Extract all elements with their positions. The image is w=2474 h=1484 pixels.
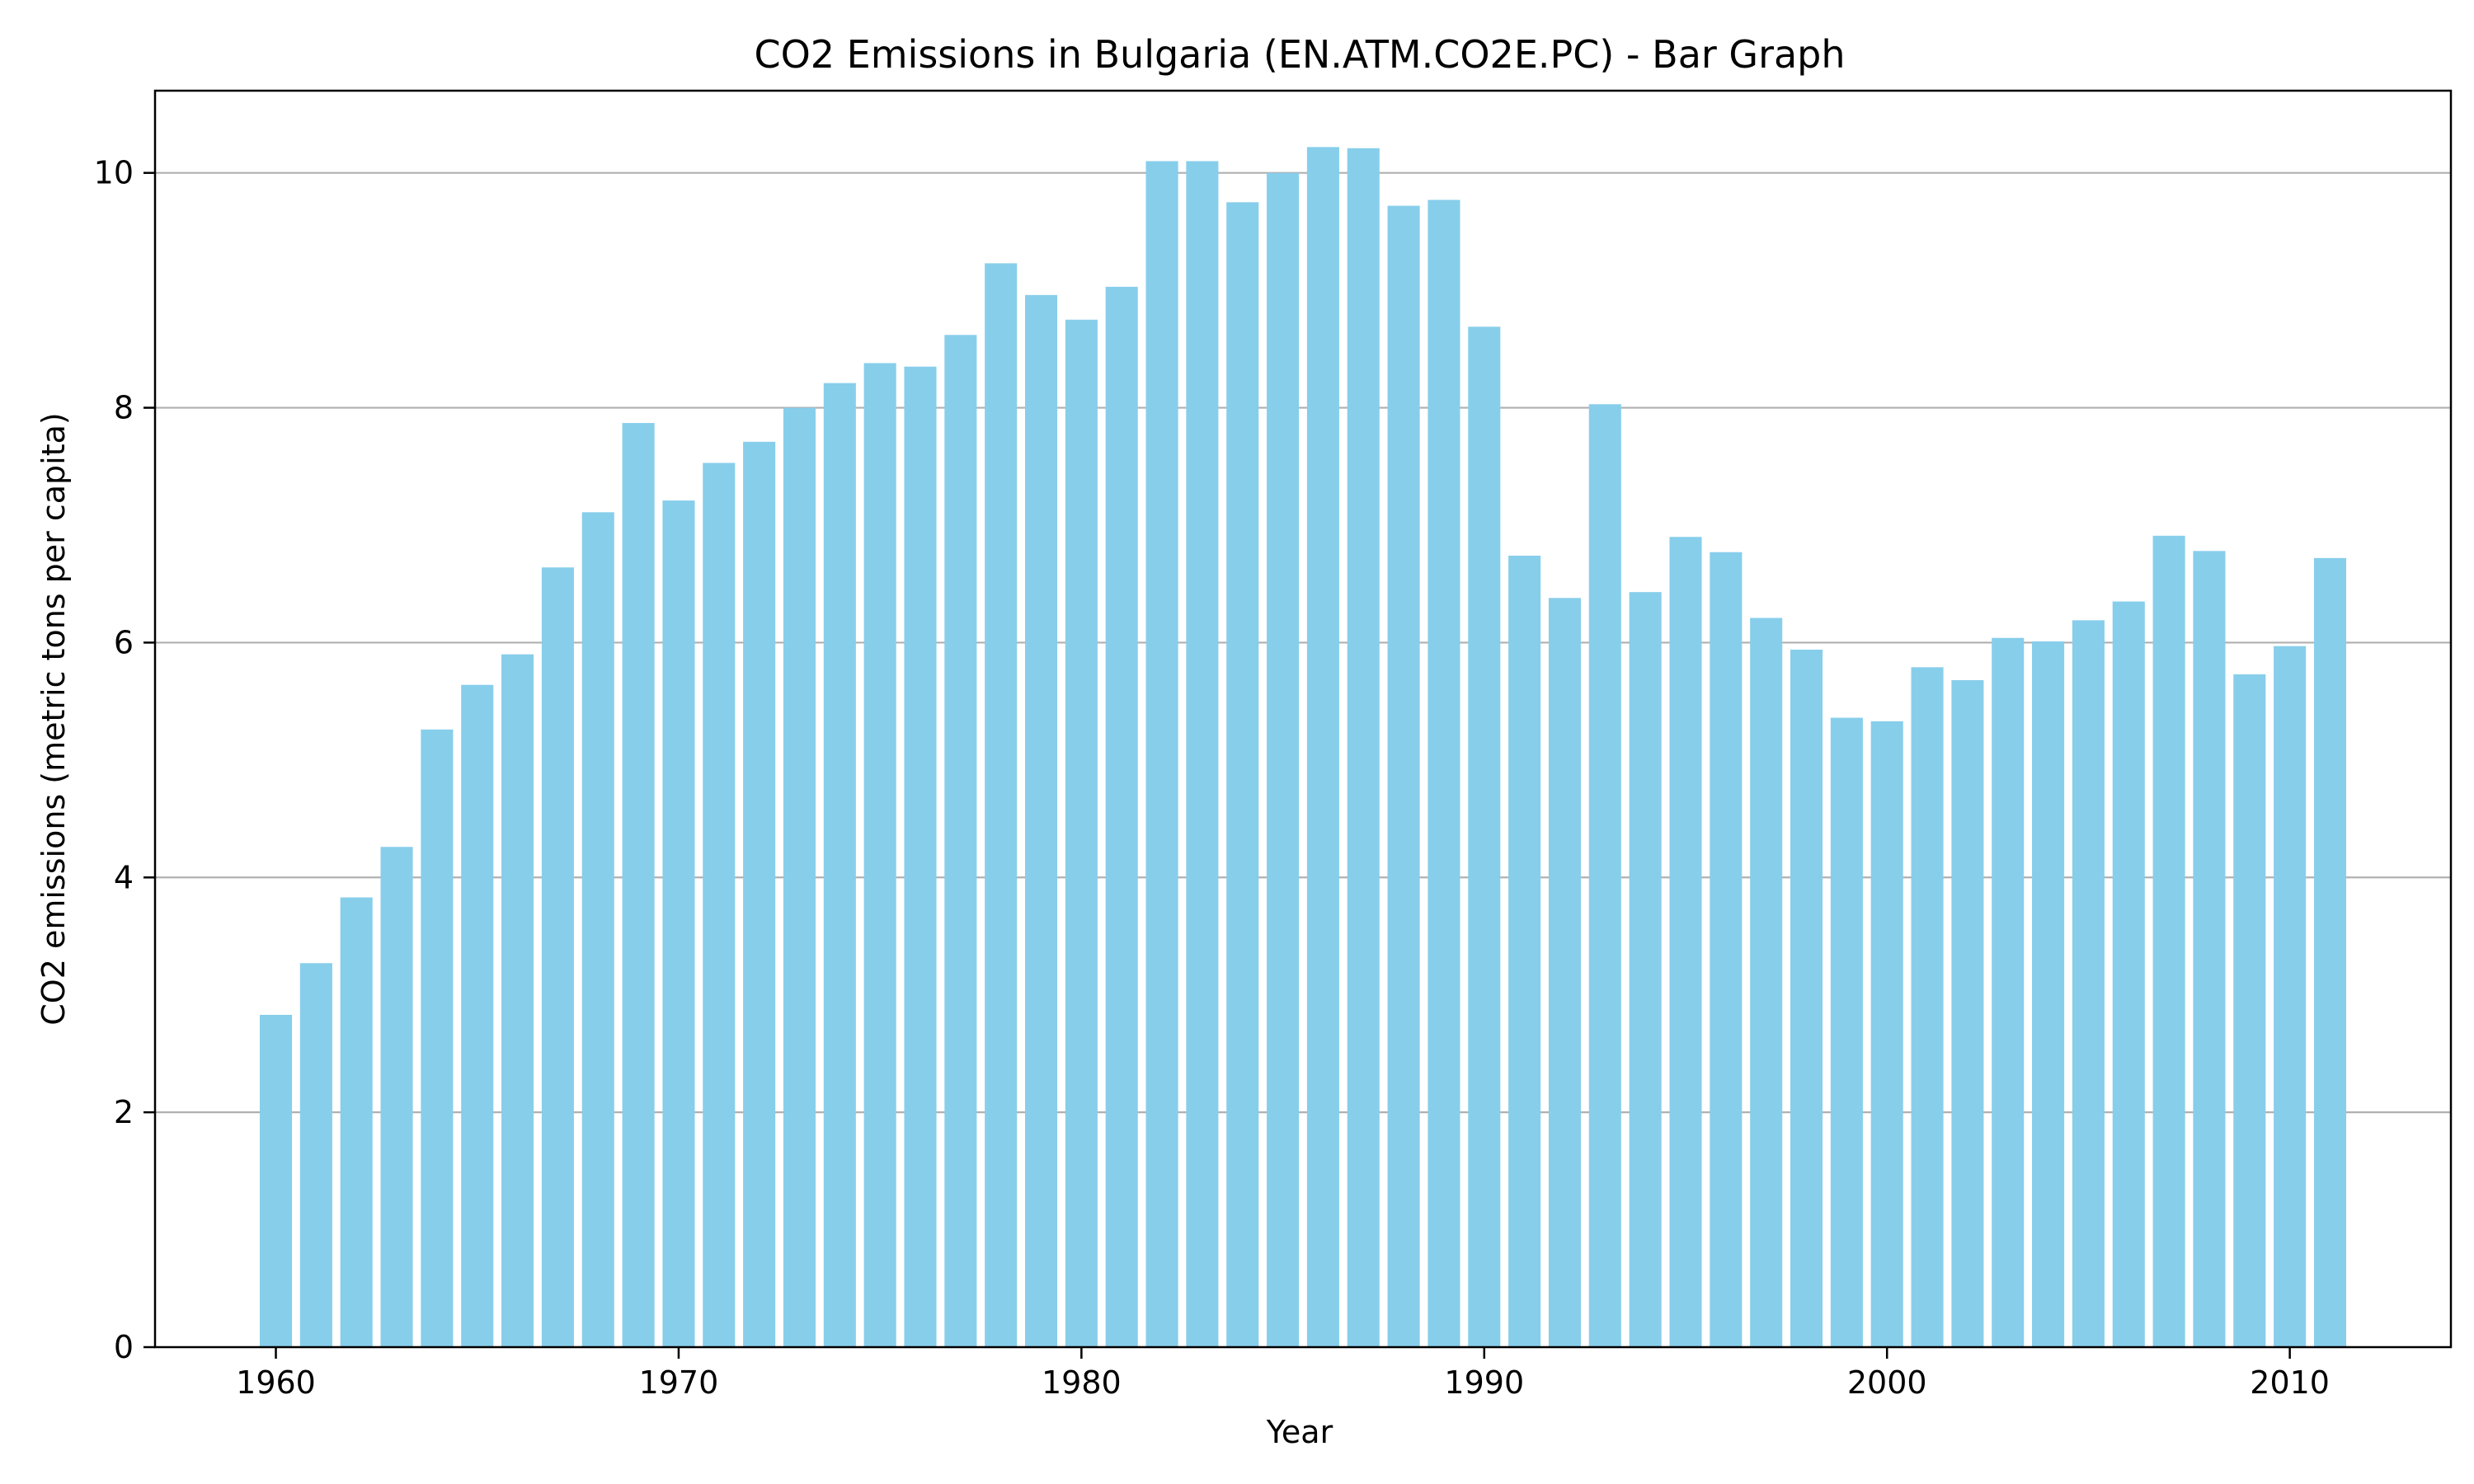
x-axis-label: Year [1266, 1414, 1333, 1450]
bar-1992 [1548, 598, 1582, 1347]
bar-2010 [2274, 646, 2307, 1347]
bar-1966 [501, 654, 534, 1347]
bar-1967 [541, 567, 574, 1347]
bar-1998 [1790, 649, 1823, 1347]
bar-1973 [783, 407, 816, 1347]
bar-1974 [823, 383, 856, 1347]
y-tick-label-4: 4 [114, 859, 134, 895]
y-tick-label-10: 10 [94, 155, 134, 191]
x-tick-label-1960: 1960 [236, 1364, 316, 1401]
bar-1976 [904, 366, 937, 1348]
x-tick-label-1980: 1980 [1042, 1364, 1122, 1401]
bar-2005 [2072, 620, 2105, 1347]
y-gridlines [155, 171, 2451, 1114]
bar-1996 [1710, 552, 1743, 1347]
bar-1977 [944, 335, 977, 1348]
bar-1999 [1830, 717, 1863, 1347]
y-tick-label-6: 6 [114, 624, 134, 660]
bar-1970 [662, 500, 695, 1348]
bar-1960 [259, 1014, 293, 1347]
bar-2007 [2152, 535, 2185, 1347]
bar-2001 [1911, 667, 1944, 1347]
bar-1995 [1669, 537, 1702, 1347]
bar-1961 [299, 963, 332, 1347]
x-tick-label-1990: 1990 [1444, 1364, 1524, 1401]
x-tick-label-1970: 1970 [639, 1364, 719, 1401]
bar-2011 [2313, 557, 2347, 1347]
bar-1980 [1065, 319, 1098, 1348]
bar-1972 [743, 441, 776, 1347]
bar-1989 [1427, 200, 1460, 1347]
bar-1988 [1387, 205, 1420, 1348]
bar-1971 [703, 463, 736, 1347]
y-tick-label-8: 8 [114, 390, 134, 426]
y-ticks: 0 2 4 6 8 10 [94, 155, 155, 1365]
bars [259, 147, 2347, 1348]
bar-1997 [1750, 618, 1783, 1347]
bar-1991 [1508, 556, 1541, 1347]
bar-2009 [2233, 674, 2266, 1347]
chart-title: CO2 Emissions in Bulgaria (EN.ATM.CO2E.P… [754, 32, 1845, 77]
axes [153, 89, 2453, 1349]
bar-1964 [421, 729, 454, 1347]
bar-2008 [2193, 551, 2226, 1347]
bar-2006 [2112, 601, 2145, 1347]
x-ticks: 1960 1970 1980 1990 2000 2010 [236, 1347, 2330, 1401]
bar-1994 [1629, 592, 1662, 1347]
bar-2000 [1870, 721, 1903, 1347]
x-tick-label-2010: 2010 [2250, 1364, 2330, 1401]
bar-1963 [380, 847, 413, 1347]
bar-2003 [1992, 637, 2025, 1347]
bar-1979 [1024, 294, 1058, 1348]
bar-1978 [985, 263, 1018, 1347]
bar-1968 [581, 512, 614, 1347]
bar-1983 [1186, 161, 1219, 1347]
y-tick-label-2: 2 [114, 1094, 134, 1130]
bar-1969 [622, 423, 655, 1347]
bar-1985 [1267, 172, 1300, 1347]
bar-1990 [1468, 326, 1501, 1347]
plot-frame [153, 89, 2453, 1349]
bar-1965 [461, 684, 494, 1347]
bar-2002 [1951, 679, 1984, 1347]
bar-2004 [2032, 641, 2065, 1347]
bar-1975 [863, 363, 896, 1347]
bar-1987 [1347, 148, 1380, 1347]
y-tick-label-0: 0 [114, 1329, 134, 1365]
bar-1962 [340, 897, 373, 1347]
bar-1982 [1145, 161, 1178, 1347]
bar-1984 [1226, 202, 1259, 1348]
y-axis-label: CO2 emissions (metric tons per capita) [35, 412, 72, 1025]
x-tick-label-2000: 2000 [1847, 1364, 1927, 1401]
bar-1986 [1306, 147, 1339, 1348]
bar-1981 [1105, 286, 1138, 1348]
bar-1993 [1588, 404, 1621, 1347]
